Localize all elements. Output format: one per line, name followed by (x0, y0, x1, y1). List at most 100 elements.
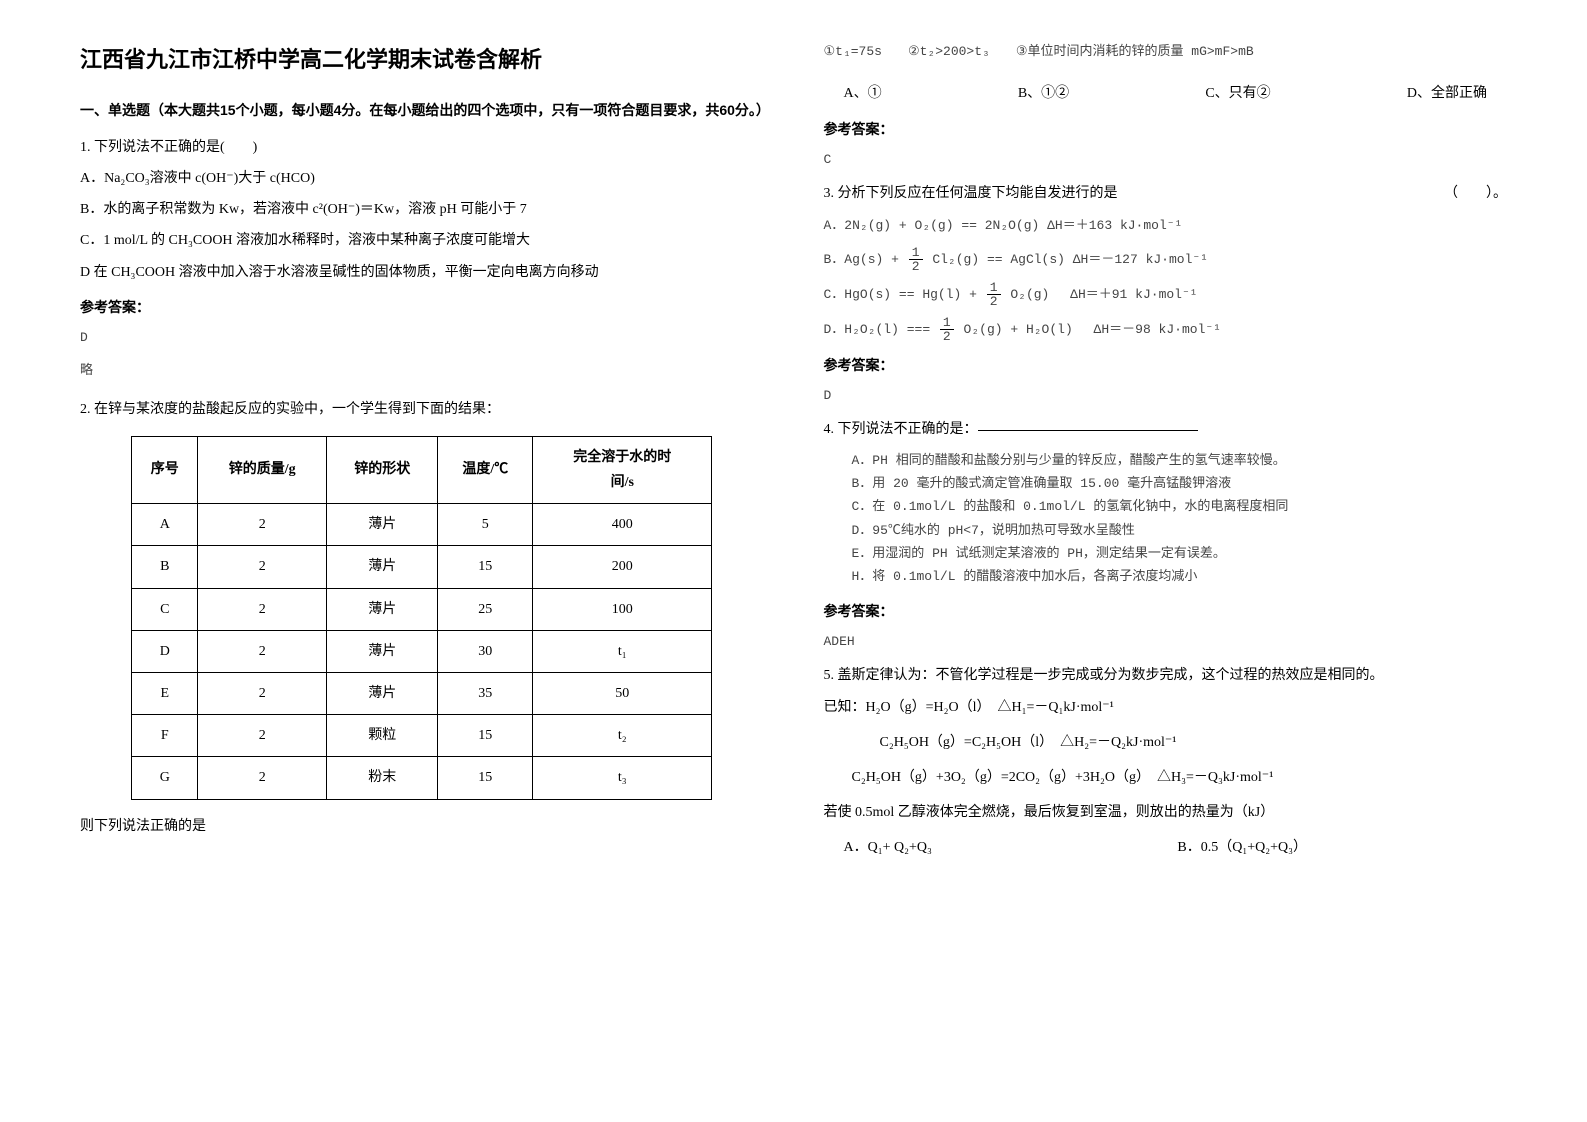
left-column: 江西省九江市江桥中学高二化学期末试卷含解析 一、单选题（本大题共15个小题，每小… (50, 40, 794, 1082)
table-cell: 粉末 (327, 757, 438, 799)
table-cell: 薄片 (327, 504, 438, 546)
q1-explain: 略 (80, 359, 764, 382)
q3-opt-b: B．Ag(s) + 12 Cl₂(g) == AgCl(s) ΔH＝－127 k… (824, 246, 1508, 273)
table-row: D2薄片30t₁ (132, 630, 712, 672)
q4-opt-a: A．PH 相同的醋酸和盐酸分别与少量的锌反应，醋酸产生的氢气速率较慢。 (824, 449, 1508, 472)
blank-line (978, 430, 1198, 431)
table-cell: 2 (198, 546, 327, 588)
q3-stem: 3. 分析下列反应在任何温度下均能自发进行的是 (824, 181, 1118, 206)
table-cell: A (132, 504, 198, 546)
table-cell: 2 (198, 630, 327, 672)
q1-answer: D (80, 326, 764, 349)
q3-opt-c: C．HgO(s) == Hg(l) + 12 O₂(g) ΔH＝＋91 kJ·m… (824, 281, 1508, 308)
table-cell: 薄片 (327, 630, 438, 672)
table-cell: 400 (533, 504, 712, 546)
table-cell: 50 (533, 673, 712, 715)
table-row: B2薄片15200 (132, 546, 712, 588)
table-cell: 2 (198, 504, 327, 546)
table-cell: 35 (438, 673, 533, 715)
q5-options: A．Q₁+ Q₂+Q₃ B．0.5（Q₁+Q₂+Q₃） (824, 835, 1508, 860)
table-cell: 颗粒 (327, 715, 438, 757)
table-cell: G (132, 757, 198, 799)
table-row: C2薄片25100 (132, 588, 712, 630)
q5-line1: 已知：H₂O（g）=H₂O（l） △H₁=－Q₁kJ·mol⁻¹ (824, 695, 1508, 720)
q5-stem: 5. 盖斯定律认为：不管化学过程是一步完成或分为数步完成，这个过程的热效应是相同… (824, 663, 1508, 688)
table-cell: 15 (438, 546, 533, 588)
q2-options: A、① B、①② C、只有② D、全部正确 (824, 81, 1508, 106)
q2-stem: 2. 在锌与某浓度的盐酸起反应的实验中，一个学生得到下面的结果： (80, 397, 764, 422)
table-cell: 薄片 (327, 588, 438, 630)
answer-label: 参考答案： (80, 295, 764, 320)
q3-c-post: O₂(g) ΔH＝＋91 kJ·mol⁻¹ (1003, 287, 1198, 302)
q1-opt-d: D 在 CH₃COOH 溶液中加入溶于水溶液呈碱性的固体物质，平衡一定向电离方向… (80, 260, 764, 285)
frac-icon: 12 (940, 316, 954, 343)
table-cell: 100 (533, 588, 712, 630)
table-cell: B (132, 546, 198, 588)
section-heading: 一、单选题（本大题共15个小题，每小题4分。在每小题给出的四个选项中，只有一项符… (80, 98, 764, 123)
table-col-header: 温度/℃ (438, 436, 533, 503)
q4-opt-d: D．95℃纯水的 pH<7，说明加热可导致水呈酸性 (824, 519, 1508, 542)
table-col-header: 序号 (132, 436, 198, 503)
q1-stem: 1. 下列说法不正确的是( ) (80, 135, 764, 160)
table-cell: 15 (438, 715, 533, 757)
q3-c-pre: C．HgO(s) == Hg(l) + (824, 287, 985, 302)
table-cell: t₃ (533, 757, 712, 799)
q2-opt-c: C、只有② (1205, 81, 1270, 106)
table-cell: t₂ (533, 715, 712, 757)
q4-opt-h: H．将 0.1mol/L 的醋酸溶液中加水后，各离子浓度均减小 (824, 565, 1508, 588)
q3-paren: （ ）。 (1444, 181, 1507, 206)
answer-label: 参考答案： (824, 117, 1508, 142)
q2-opt-a: A、① (844, 81, 882, 106)
table-row: A2薄片5400 (132, 504, 712, 546)
frac-icon: 12 (909, 246, 923, 273)
table-cell: 薄片 (327, 546, 438, 588)
q3-opt-d: D．H₂O₂(l) === 12 O₂(g) + H₂O(l) ΔH＝－98 k… (824, 316, 1508, 343)
q4-opt-b: B．用 20 毫升的酸式滴定管准确量取 15.00 毫升高锰酸钾溶液 (824, 472, 1508, 495)
table-cell: D (132, 630, 198, 672)
table-cell: C (132, 588, 198, 630)
table-row: E2薄片3550 (132, 673, 712, 715)
table-cell: 25 (438, 588, 533, 630)
q4-opt-c: C．在 0.1mol/L 的盐酸和 0.1mol/L 的氢氧化钠中，水的电离程度… (824, 495, 1508, 518)
q3-d-post: O₂(g) + H₂O(l) ΔH＝－98 kJ·mol⁻¹ (956, 322, 1221, 337)
table-cell: 200 (533, 546, 712, 588)
frac-icon: 12 (987, 281, 1001, 308)
q2-statements: ①t₁=75s ②t₂>200>t₃ ③单位时间内消耗的锌的质量 mG>mF>m… (824, 40, 1508, 63)
q1-opt-a: A．Na₂CO₃溶液中 c(OH⁻)大于 c(HCO) (80, 166, 764, 191)
answer-label: 参考答案： (824, 353, 1508, 378)
table-row: G2粉末15t₃ (132, 757, 712, 799)
q4-answer: ADEH (824, 630, 1508, 653)
q5-line4: 若使 0.5mol 乙醇液体完全燃烧，最后恢复到室温，则放出的热量为（kJ） (824, 800, 1508, 825)
q2-opt-d: D、全部正确 (1407, 81, 1487, 106)
q2-after: 则下列说法正确的是 (80, 814, 764, 839)
q3-row: 3. 分析下列反应在任何温度下均能自发进行的是 （ ）。 (824, 181, 1508, 206)
doc-title: 江西省九江市江桥中学高二化学期末试卷含解析 (80, 40, 764, 80)
table-cell: 2 (198, 673, 327, 715)
table-col-header: 完全溶于水的时间/s (533, 436, 712, 503)
table-cell: 2 (198, 588, 327, 630)
q2-opt-b: B、①② (1018, 81, 1069, 106)
table-cell: F (132, 715, 198, 757)
q3-answer: D (824, 384, 1508, 407)
table-cell: 2 (198, 757, 327, 799)
q3-b-pre: B．Ag(s) + (824, 252, 907, 267)
table-cell: 15 (438, 757, 533, 799)
table-col-header: 锌的质量/g (198, 436, 327, 503)
q4-stem: 4. 下列说法不正确的是： (824, 417, 1508, 442)
right-column: ①t₁=75s ②t₂>200>t₃ ③单位时间内消耗的锌的质量 mG>mF>m… (794, 40, 1538, 1082)
q5-opt-a: A．Q₁+ Q₂+Q₃ (844, 835, 932, 860)
q5-opt-b: B．0.5（Q₁+Q₂+Q₃） (1177, 835, 1307, 860)
table-cell: 30 (438, 630, 533, 672)
q3-opt-a: A．2N₂(g) + O₂(g) == 2N₂O(g) ΔH＝＋163 kJ·m… (824, 214, 1508, 237)
table-col-header: 锌的形状 (327, 436, 438, 503)
q2-table: 序号锌的质量/g锌的形状温度/℃完全溶于水的时间/s A2薄片5400B2薄片1… (131, 436, 712, 800)
q3-d-pre: D．H₂O₂(l) === (824, 322, 938, 337)
q4-stem-text: 4. 下列说法不正确的是： (824, 422, 978, 437)
q5-line3: C₂H₅OH（g）+3O₂（g）=2CO₂（g）+3H₂O（g） △H₃=－Q₃… (824, 765, 1508, 790)
q1-opt-b: B．水的离子积常数为 Kw，若溶液中 c²(OH⁻)＝Kw，溶液 pH 可能小于… (80, 197, 764, 222)
table-cell: E (132, 673, 198, 715)
table-row: F2颗粒15t₂ (132, 715, 712, 757)
table-cell: 5 (438, 504, 533, 546)
q1-opt-c: C．1 mol/L 的 CH₃COOH 溶液加水稀释时，溶液中某种离子浓度可能增… (80, 228, 764, 253)
q5-line2: C₂H₅OH（g）=C₂H₅OH（l） △H₂=－Q₂kJ·mol⁻¹ (824, 730, 1508, 755)
